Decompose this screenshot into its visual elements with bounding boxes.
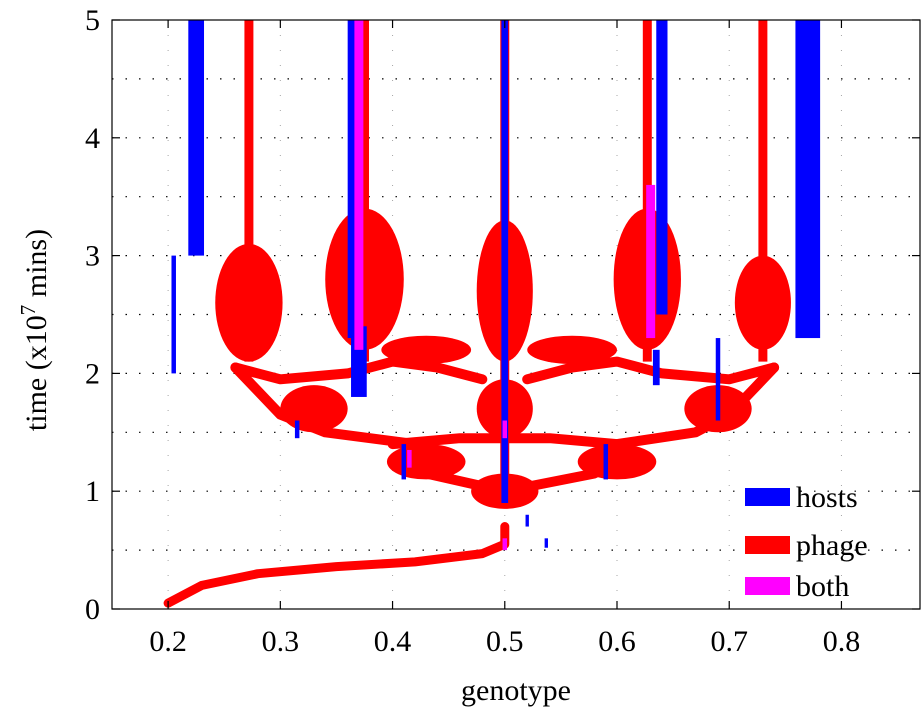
phage-trunk	[244, 20, 254, 362]
x-tick-label: 0.4	[374, 625, 412, 658]
phage-trunk	[360, 20, 369, 362]
host-band	[656, 20, 668, 315]
x-tick-label: 0.2	[149, 625, 187, 658]
host-band	[795, 20, 821, 339]
phage-cluster	[386, 444, 466, 480]
y-axis-label-tail: mins)	[20, 229, 53, 305]
y-axis-label-exponent: 7	[16, 305, 40, 316]
host-band	[171, 255, 176, 374]
legend: hosts phage both	[745, 481, 868, 603]
phage-cluster	[381, 335, 472, 364]
phage-branch	[522, 356, 780, 385]
both-band	[354, 20, 364, 350]
legend-swatch-phage	[745, 536, 790, 554]
phage-backbone	[163, 522, 510, 608]
x-tick-label: 0.5	[486, 625, 524, 658]
x-tick-label: 0.8	[823, 625, 861, 658]
host-band	[401, 444, 407, 480]
both-band	[502, 538, 508, 551]
y-tick-label: 3	[85, 240, 100, 273]
data-marks	[163, 20, 821, 608]
x-tick-label: 0.6	[598, 625, 636, 658]
x-tick-label: 0.3	[262, 625, 300, 658]
legend-label-hosts: hosts	[796, 481, 858, 514]
y-tick-label: 1	[85, 475, 100, 508]
both-band	[502, 420, 508, 439]
y-axis-label-main: time (x10	[20, 315, 53, 431]
host-band	[188, 20, 205, 256]
host-band	[603, 444, 609, 480]
phage-cluster	[280, 385, 348, 433]
x-axis-label: genotype	[461, 674, 571, 707]
host-band	[501, 20, 509, 503]
host-band	[294, 420, 300, 439]
y-ticks: 0 1 2 3 4 5	[85, 4, 920, 626]
host-band	[544, 538, 548, 548]
phage-cluster	[527, 335, 617, 364]
both-band	[407, 449, 412, 468]
y-tick-label: 5	[85, 4, 100, 37]
host-band	[715, 338, 721, 421]
phage-branch	[230, 356, 488, 385]
series-both	[354, 20, 656, 551]
y-tick-label: 2	[85, 357, 100, 390]
y-tick-label: 0	[85, 593, 100, 626]
legend-swatch-both	[745, 577, 790, 595]
phage-cluster	[577, 444, 657, 480]
legend-swatch-hosts	[745, 488, 790, 506]
phage-trunk	[758, 20, 768, 362]
legend-label-phage: phage	[796, 529, 868, 562]
host-band	[347, 20, 359, 339]
host-band	[525, 514, 529, 527]
x-tick-label: 0.7	[710, 625, 748, 658]
axes-frame	[111, 19, 921, 610]
y-axis-label: time (x107 mins)	[16, 229, 53, 431]
x-ticks: 0.2 0.3 0.4 0.5 0.6 0.7 0.8	[149, 20, 860, 658]
legend-label-both: both	[796, 570, 849, 603]
y-tick-label: 4	[85, 122, 100, 155]
host-band	[652, 349, 660, 386]
both-band	[646, 184, 656, 339]
